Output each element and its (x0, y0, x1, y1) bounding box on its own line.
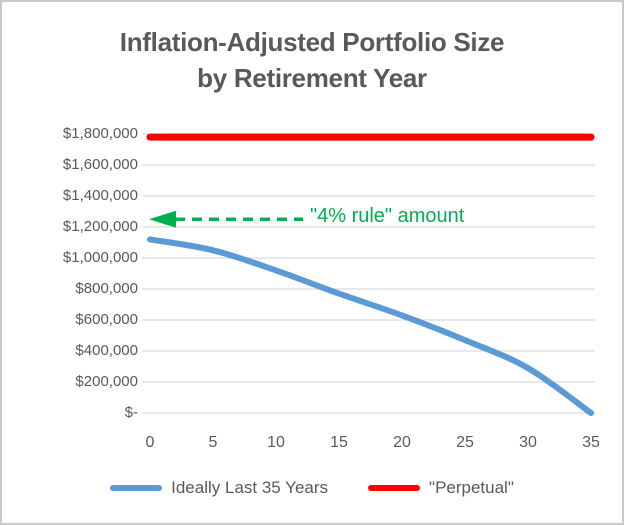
annotation-arrow-head (149, 210, 176, 228)
x-tick-label: 25 (456, 434, 474, 451)
legend-line-swatch-blue (110, 485, 163, 491)
x-tick-label: 0 (145, 434, 155, 451)
legend: Ideally Last 35 Years "Perpetual" (2, 478, 622, 498)
chart-title-line-1: Inflation-Adjusted Portfolio Size (119, 27, 505, 57)
y-tick-label: $1,000,000 (62, 249, 138, 266)
x-tick-label: 30 (519, 434, 537, 451)
y-tick-label: $1,800,000 (62, 125, 138, 142)
legend-label-ideally-last-35-years: Ideally Last 35 Years (171, 478, 329, 497)
annotation-text: "4% rule" amount (310, 205, 465, 228)
x-tick-label: 15 (330, 434, 348, 451)
y-tick-label: $600,000 (75, 311, 138, 328)
x-tick-label: 5 (208, 434, 218, 451)
chart-title: Inflation-Adjusted Portfolio Size by Ret… (2, 24, 622, 96)
y-tick-label: $400,000 (75, 342, 138, 359)
y-tick-label: $- (124, 404, 138, 421)
legend-line-swatch-red (368, 485, 421, 491)
y-tick-label: $200,000 (75, 373, 138, 390)
series-line-ideally-last-35-years (147, 236, 594, 416)
y-tick-label: $1,200,000 (62, 218, 138, 235)
x-tick-label: 35 (582, 434, 600, 451)
legend-label-perpetual: "Perpetual" (429, 478, 514, 497)
legend-item-perpetual: "Perpetual" (368, 478, 514, 498)
legend-item-ideally-last-35-years: Ideally Last 35 Years (110, 478, 328, 498)
y-tick-label: $1,600,000 (62, 156, 138, 173)
x-tick-label: 20 (393, 434, 411, 451)
chart-title-line-2: by Retirement Year (197, 63, 427, 93)
y-tick-label: $1,400,000 (62, 187, 138, 204)
x-tick-label: 10 (267, 434, 285, 451)
y-tick-label: $800,000 (75, 280, 138, 297)
